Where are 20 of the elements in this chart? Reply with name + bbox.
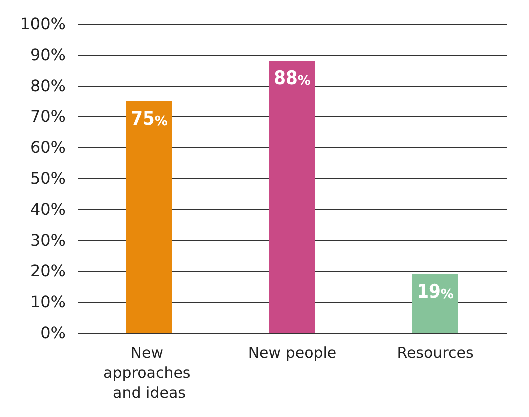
data-label: 88% [274, 68, 311, 90]
y-tick-label: 0% [40, 324, 66, 342]
y-tick-label: 90% [30, 45, 66, 64]
data-label: 19% [417, 280, 454, 303]
bar [270, 61, 316, 333]
y-tick-label: 10% [30, 292, 66, 312]
x-tick-label: Resources [397, 344, 474, 362]
y-tick-label: 50% [30, 169, 66, 188]
bar [126, 101, 172, 333]
y-tick-label: 30% [30, 230, 66, 250]
y-tick-label: 40% [30, 200, 66, 219]
x-tick-label: New people [248, 344, 337, 362]
y-tick-label: 60% [30, 138, 66, 158]
data-label: 75% [131, 108, 168, 130]
y-tick-label: 20% [30, 262, 66, 281]
x-tick-label: New approaches and ideas [103, 344, 196, 402]
bar [412, 274, 458, 333]
y-tick-label: 100% [20, 14, 66, 34]
y-tick-label: 80% [30, 76, 66, 96]
y-tick-label: 70% [30, 107, 66, 126]
